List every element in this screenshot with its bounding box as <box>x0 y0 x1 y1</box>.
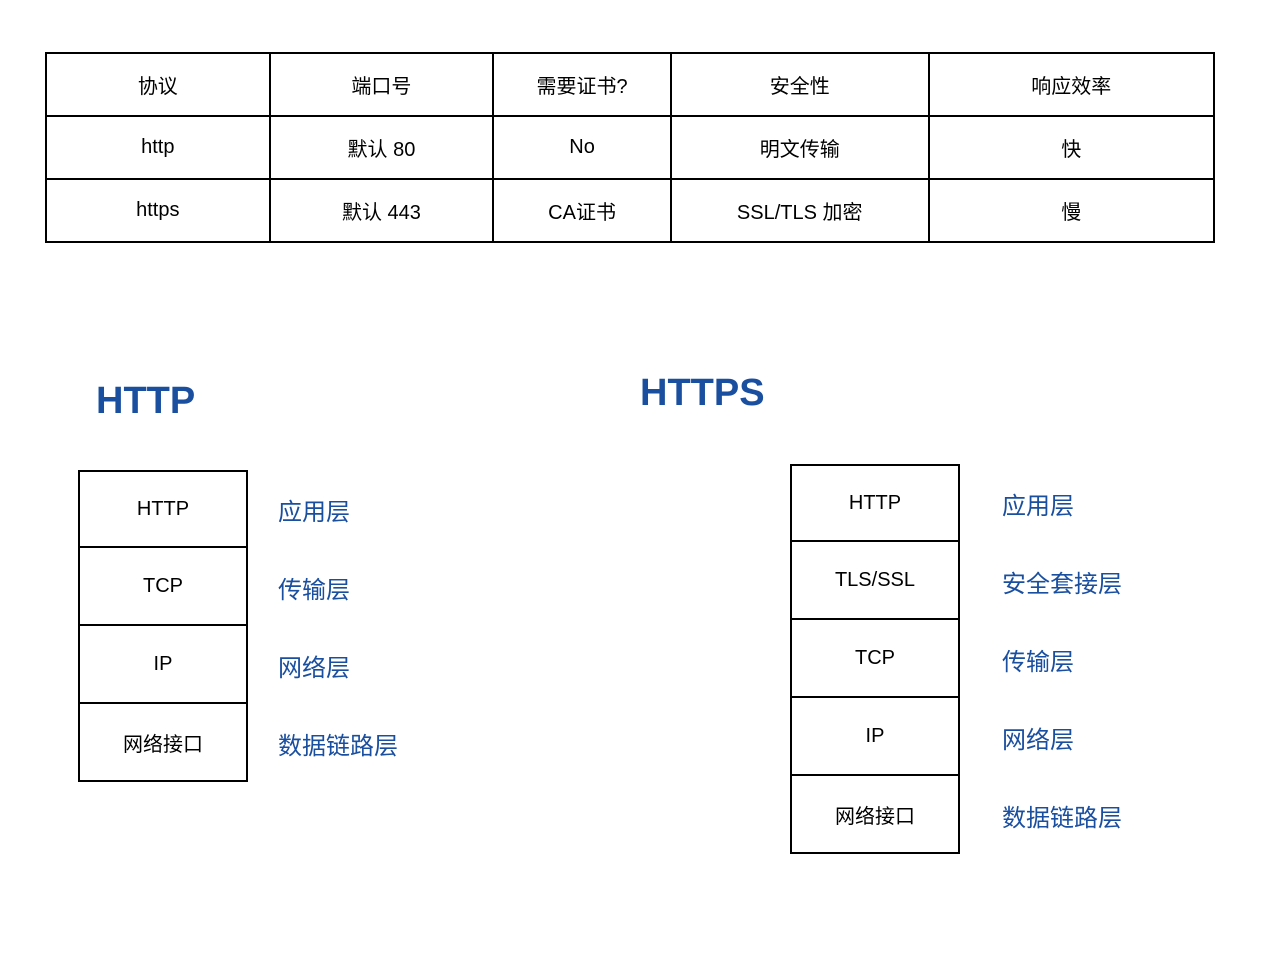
stack-box: IP <box>790 698 960 776</box>
stack-box: TLS/SSL <box>790 542 960 620</box>
http-stack-title: HTTP <box>96 380 195 423</box>
stack-row: IP 网络层 <box>790 698 1122 776</box>
stack-row: HTTP 应用层 <box>790 464 1122 542</box>
table-cell: SSL/TLS 加密 <box>671 179 929 242</box>
https-stack-title: HTTPS <box>640 372 765 415</box>
comparison-table: 协议 端口号 需要证书? 安全性 响应效率 http 默认 80 No 明文传输… <box>45 52 1215 243</box>
table-cell: 明文传输 <box>671 116 929 179</box>
stack-label: 网络层 <box>1002 720 1074 755</box>
stack-row: IP 网络层 <box>78 626 398 704</box>
table-header-cell: 端口号 <box>270 53 494 116</box>
table-cell: http <box>46 116 270 179</box>
stack-box: 网络接口 <box>78 704 248 782</box>
table-cell: https <box>46 179 270 242</box>
stack-box: TCP <box>790 620 960 698</box>
table-cell: No <box>493 116 671 179</box>
https-layer-stack: HTTP 应用层 TLS/SSL 安全套接层 TCP 传输层 IP 网络层 网络… <box>790 464 1122 854</box>
stack-box: TCP <box>78 548 248 626</box>
stack-row: 网络接口 数据链路层 <box>78 704 398 782</box>
stack-row: TLS/SSL 安全套接层 <box>790 542 1122 620</box>
stack-label: 网络层 <box>278 648 350 683</box>
stack-label: 数据链路层 <box>278 726 398 761</box>
stack-row: TCP 传输层 <box>78 548 398 626</box>
table-cell: 慢 <box>929 179 1214 242</box>
stack-label: 安全套接层 <box>1002 564 1122 599</box>
stack-box: 网络接口 <box>790 776 960 854</box>
stack-label: 数据链路层 <box>1002 798 1122 833</box>
stack-label: 应用层 <box>1002 486 1074 521</box>
stack-label: 传输层 <box>278 570 350 605</box>
stack-box: HTTP <box>78 470 248 548</box>
table-header-cell: 需要证书? <box>493 53 671 116</box>
stack-row: HTTP 应用层 <box>78 470 398 548</box>
stack-box: IP <box>78 626 248 704</box>
table-header-cell: 安全性 <box>671 53 929 116</box>
table-row: https 默认 443 CA证书 SSL/TLS 加密 慢 <box>46 179 1214 242</box>
table-header-cell: 响应效率 <box>929 53 1214 116</box>
table-cell: CA证书 <box>493 179 671 242</box>
stack-row: 网络接口 数据链路层 <box>790 776 1122 854</box>
http-layer-stack: HTTP 应用层 TCP 传输层 IP 网络层 网络接口 数据链路层 <box>78 470 398 782</box>
stack-box: HTTP <box>790 464 960 542</box>
stack-label: 传输层 <box>1002 642 1074 677</box>
table-cell: 默认 443 <box>270 179 494 242</box>
table-header-row: 协议 端口号 需要证书? 安全性 响应效率 <box>46 53 1214 116</box>
stack-row: TCP 传输层 <box>790 620 1122 698</box>
table-cell: 快 <box>929 116 1214 179</box>
table-header-cell: 协议 <box>46 53 270 116</box>
stack-label: 应用层 <box>278 492 350 527</box>
table-cell: 默认 80 <box>270 116 494 179</box>
table-row: http 默认 80 No 明文传输 快 <box>46 116 1214 179</box>
